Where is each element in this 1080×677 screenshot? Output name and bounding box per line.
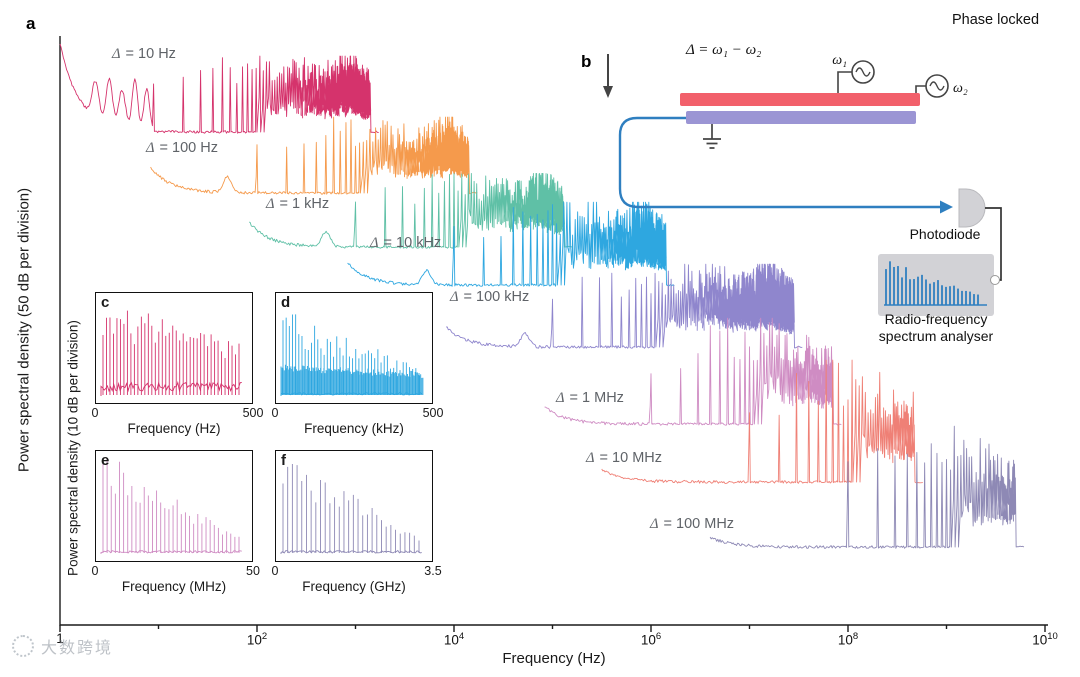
inset-f-x-axis-label: Frequency (GHz) — [302, 579, 406, 594]
panel-label-e: e — [101, 452, 110, 469]
main-x-axis-label: Frequency (Hz) — [502, 650, 606, 667]
inset-e-canvas — [96, 451, 252, 561]
inset-f-tick-min: 0 — [271, 564, 279, 578]
panel-label-d: d — [281, 294, 291, 311]
series-label-10000000hz: Δ = 10 MHz — [586, 450, 662, 466]
spectrum-analyser-box — [878, 254, 994, 316]
inset-c-x-axis-label: Frequency (Hz) — [127, 421, 221, 436]
main-y-axis-label: Power spectral density (50 dB per divisi… — [15, 187, 33, 473]
inset-f-plot: f — [275, 450, 433, 562]
inset-e-x-axis-label: Frequency (MHz) — [121, 579, 227, 594]
ground-icon — [703, 124, 721, 149]
inset-e-plot: e — [95, 450, 253, 562]
series-label-1000hz: Δ = 1 kHz — [266, 196, 330, 212]
inset-d-tick-max: 500 — [422, 406, 444, 420]
inset-d-plot: d — [275, 292, 433, 404]
oscillator-1-sine-icon — [855, 67, 871, 77]
photodiode-label: Photodiode — [910, 226, 981, 242]
inset-c-plot: c — [95, 292, 253, 404]
analyser-port-dot — [990, 275, 1000, 285]
inset-c-canvas — [96, 293, 252, 403]
series-label-10000hz: Δ = 10 kHz — [370, 235, 442, 251]
inset-c-tick-max: 500 — [242, 406, 264, 420]
panel-label-b: b — [581, 52, 592, 71]
delta-equation: Δ = ω₁ − ω₂ — [686, 42, 762, 58]
resonator-bar — [686, 111, 916, 124]
photodiode-icon — [958, 188, 986, 228]
x-tick-10e2: 102 — [246, 631, 268, 648]
setup-diagram: ω₁ ω₂ Photodiode Radio-frequency spectru… — [603, 53, 1002, 344]
inset-e-tick-min: 0 — [91, 564, 99, 578]
x-tick-10e4: 104 — [443, 631, 465, 648]
fiber-loop — [618, 116, 941, 209]
oscillator-1-wire — [837, 71, 852, 93]
inset-f-tick-max: 3.5 — [424, 564, 442, 578]
watermark-logo-icon — [12, 635, 34, 657]
x-tick-10e10: 1010 — [1032, 631, 1058, 648]
inset-f-canvas — [276, 451, 432, 561]
phase-locked-label: Phase locked — [952, 12, 1040, 28]
osc1-label: ω₁ — [832, 53, 847, 68]
fiber-arrow-head — [940, 200, 953, 214]
inset-y-axis-label: Power spectral density (10 dB per divisi… — [65, 320, 81, 576]
x-tick-10e0: 1 — [56, 631, 64, 646]
x-tick-10e6: 106 — [640, 631, 662, 648]
series-label-100000000hz: Δ = 100 MHz — [650, 516, 735, 532]
series-label-1000000hz: Δ = 1 MHz — [556, 390, 624, 406]
watermark: 大数跨境 — [12, 634, 113, 658]
analyser-label-2: spectrum analyser — [879, 328, 994, 344]
panel-label-f: f — [281, 452, 286, 469]
inset-c-tick-min: 0 — [91, 406, 99, 420]
panel-label-a: a — [26, 14, 36, 33]
electrode-bar — [680, 93, 920, 106]
osc2-label: ω₂ — [953, 81, 968, 96]
oscillator-2-wire — [915, 85, 926, 93]
x-tick-10e8: 108 — [837, 631, 859, 648]
series-label-100hz: Δ = 100 Hz — [146, 140, 218, 156]
series-label-10hz: Δ = 10 Hz — [112, 46, 176, 62]
analyser-screen-trace — [884, 261, 987, 306]
inset-d-canvas — [276, 293, 432, 403]
inset-d-x-axis-label: Frequency (kHz) — [304, 421, 404, 436]
panel-label-c: c — [101, 294, 110, 311]
watermark-text: 大数跨境 — [41, 640, 114, 657]
series-label-100000hz: Δ = 100 kHz — [450, 289, 530, 305]
analyser-label-1: Radio-frequency — [885, 311, 988, 327]
oscillator-2-sine-icon — [929, 81, 945, 91]
inset-e-tick-max: 50 — [246, 564, 260, 578]
input-arrow-head — [603, 86, 613, 98]
inset-d-tick-min: 0 — [271, 406, 279, 420]
